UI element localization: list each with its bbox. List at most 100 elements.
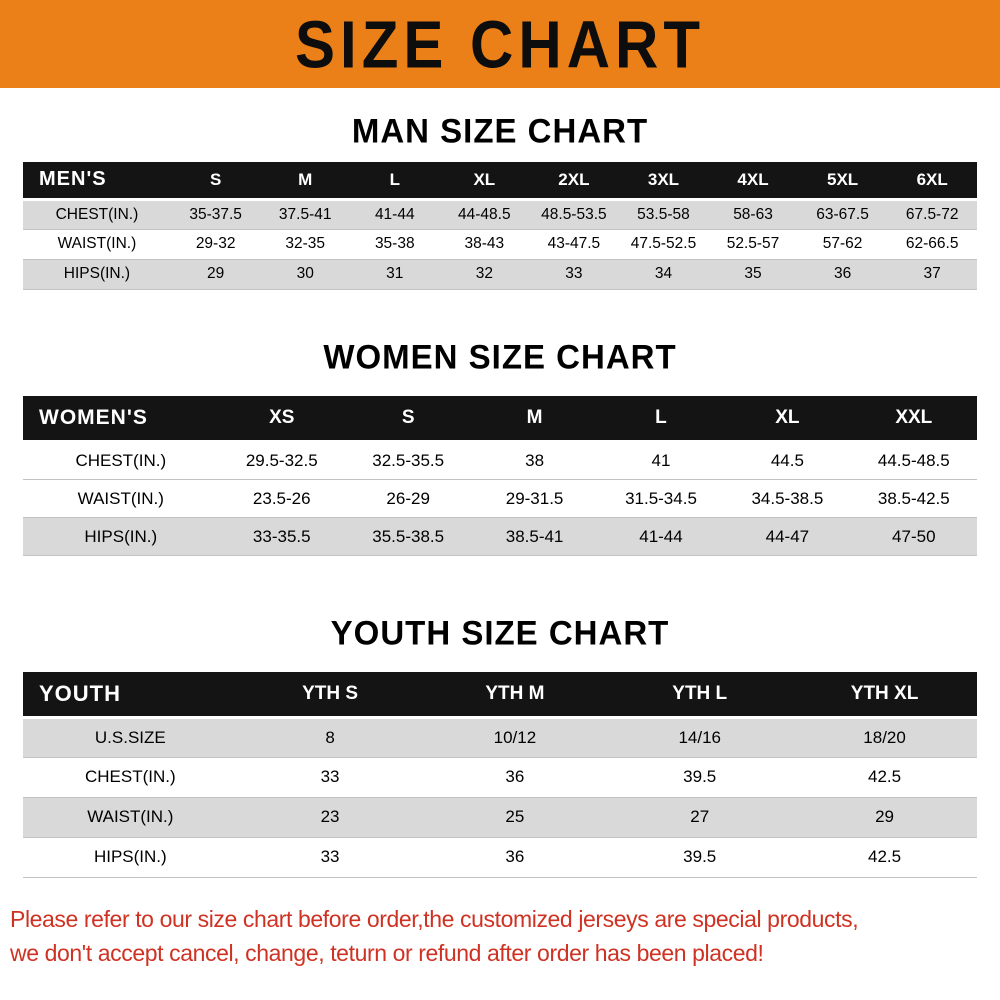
value-cell: 39.5 (607, 837, 793, 878)
value-cell: 37 (887, 259, 977, 290)
value-cell: 35.5-38.5 (344, 517, 472, 556)
value-cell: 18/20 (792, 717, 977, 758)
value-cell: 29 (170, 259, 261, 290)
value-cell: 32-35 (260, 229, 350, 260)
value-cell: 37.5-41 (260, 199, 350, 230)
size-header-cell: M (471, 395, 598, 443)
men-section-heading: MAN SIZE CHART (351, 111, 649, 150)
table-header-row: YOUTH YTH S YTH M YTH L YTH XL (23, 672, 977, 719)
value-cell: 32 (439, 259, 530, 290)
value-cell: 29.5-32.5 (218, 441, 345, 480)
value-cell: 29-32 (170, 229, 261, 260)
value-cell: 44-48.5 (439, 199, 530, 230)
table-row: HIPS(IN.) 29 30 31 32 33 34 35 36 37 (23, 259, 977, 290)
row-label-cell: CHEST(IN.) (23, 199, 171, 230)
value-cell: 23 (237, 797, 423, 838)
size-header-cell: XS (218, 395, 345, 443)
value-cell: 42.5 (792, 757, 977, 798)
value-cell: 34 (618, 259, 709, 290)
value-cell: 41-44 (349, 199, 440, 230)
size-header-cell: YTH XL (792, 672, 977, 719)
value-cell: 48.5-53.5 (529, 199, 619, 230)
table-header-row: WOMEN'S XS S M L XL XXL (23, 395, 977, 443)
value-cell: 43-47.5 (529, 229, 619, 260)
value-cell: 33 (237, 837, 423, 878)
value-cell: 33 (237, 757, 423, 798)
value-cell: 10/12 (422, 717, 608, 758)
footer-notice: Please refer to our size chart before or… (10, 902, 990, 971)
value-cell: 41 (597, 441, 725, 480)
value-cell: 34.5-38.5 (724, 479, 851, 518)
value-cell: 8 (237, 717, 423, 758)
table-row: CHEST(IN.) 35-37.5 37.5-41 41-44 44-48.5 48.5… (23, 199, 977, 230)
row-label-cell: CHEST(IN.) (23, 757, 238, 798)
value-cell: 26-29 (344, 479, 472, 518)
banner: SIZE CHART (0, 0, 1000, 88)
table-title-cell: WOMEN'S (23, 395, 219, 443)
men-section: MAN SIZE CHART MEN'S S M L XL 2XL 3XL 4XL 5XL 6XL… (0, 111, 1000, 290)
value-cell: 67.5-72 (887, 199, 977, 230)
value-cell: 35-37.5 (170, 199, 261, 230)
value-cell: 23.5-26 (218, 479, 345, 518)
value-cell: 36 (422, 757, 608, 798)
value-cell: 47-50 (850, 517, 977, 556)
row-label-cell: HIPS(IN.) (23, 259, 171, 290)
row-label-cell: WAIST(IN.) (23, 229, 171, 260)
value-cell: 25 (422, 797, 608, 838)
table-header-row: MEN'S S M L XL 2XL 3XL 4XL 5XL 6XL (23, 162, 977, 201)
size-header-cell: XXL (850, 395, 977, 443)
value-cell: 47.5-52.5 (618, 229, 709, 260)
row-label-cell: CHEST(IN.) (23, 441, 219, 480)
value-cell: 29-31.5 (471, 479, 598, 518)
row-label-cell: WAIST(IN.) (23, 479, 219, 518)
value-cell: 38 (471, 441, 598, 480)
table-title-cell: YOUTH (23, 672, 238, 719)
table-row: CHEST(IN.) 29.5-32.5 32.5-35.5 38 41 44.5 44.5… (23, 441, 977, 480)
row-label-cell: U.S.SIZE (23, 717, 238, 758)
table-row: WAIST(IN.) 23 25 27 29 (23, 797, 977, 838)
value-cell: 38-43 (439, 229, 530, 260)
value-cell: 39.5 (607, 757, 793, 798)
page-title: SIZE CHART (295, 6, 705, 82)
value-cell: 32.5-35.5 (344, 441, 472, 480)
size-header-cell: L (349, 162, 440, 201)
value-cell: 35-38 (349, 229, 440, 260)
value-cell: 57-62 (797, 229, 888, 260)
value-cell: 52.5-57 (708, 229, 798, 260)
value-cell: 58-63 (708, 199, 798, 230)
value-cell: 63-67.5 (797, 199, 888, 230)
size-header-cell: YTH S (237, 672, 423, 719)
table-row: WAIST(IN.) 23.5-26 26-29 29-31.5 31.5-34.5 34… (23, 479, 977, 518)
value-cell: 29 (792, 797, 977, 838)
table-row: HIPS(IN.) 33-35.5 35.5-38.5 38.5-41 41-44 44-… (23, 517, 977, 556)
value-cell: 30 (260, 259, 350, 290)
size-header-cell: M (260, 162, 350, 201)
value-cell: 27 (607, 797, 793, 838)
value-cell: 41-44 (597, 517, 725, 556)
youth-size-table: YOUTH YTH S YTH M YTH L YTH XL U.S.SIZE 8 10/12… (23, 672, 977, 878)
row-label-cell: HIPS(IN.) (23, 837, 238, 878)
size-header-cell: XL (724, 395, 851, 443)
size-header-cell: L (597, 395, 725, 443)
value-cell: 38.5-41 (471, 517, 598, 556)
size-header-cell: YTH L (607, 672, 793, 719)
men-size-table: MEN'S S M L XL 2XL 3XL 4XL 5XL 6XL CHEST(IN.) 35-37… (23, 162, 977, 290)
value-cell: 36 (797, 259, 888, 290)
value-cell: 14/16 (607, 717, 793, 758)
size-chart-page: SIZE CHART MAN SIZE CHART MEN'S S M L XL 2XL 3… (0, 0, 1000, 971)
size-header-cell: 6XL (887, 162, 977, 201)
size-header-cell: 2XL (529, 162, 619, 201)
women-size-table: WOMEN'S XS S M L XL XXL CHEST(IN.) 29.5-32.5 32.5… (23, 395, 977, 556)
value-cell: 38.5-42.5 (850, 479, 977, 518)
value-cell: 31.5-34.5 (597, 479, 725, 518)
value-cell: 44.5 (724, 441, 851, 480)
women-section: WOMEN SIZE CHART WOMEN'S XS S M L XL XXL CHEST(… (0, 336, 1000, 556)
size-header-cell: 5XL (797, 162, 888, 201)
table-row: HIPS(IN.) 33 36 39.5 42.5 (23, 837, 977, 878)
value-cell: 62-66.5 (887, 229, 977, 260)
youth-section-heading: YOUTH SIZE CHART (330, 613, 670, 652)
row-label-cell: HIPS(IN.) (23, 517, 219, 556)
notice-line-1: Please refer to our size chart before or… (10, 905, 859, 932)
women-section-heading: WOMEN SIZE CHART (323, 336, 677, 376)
size-header-cell: S (170, 162, 261, 201)
